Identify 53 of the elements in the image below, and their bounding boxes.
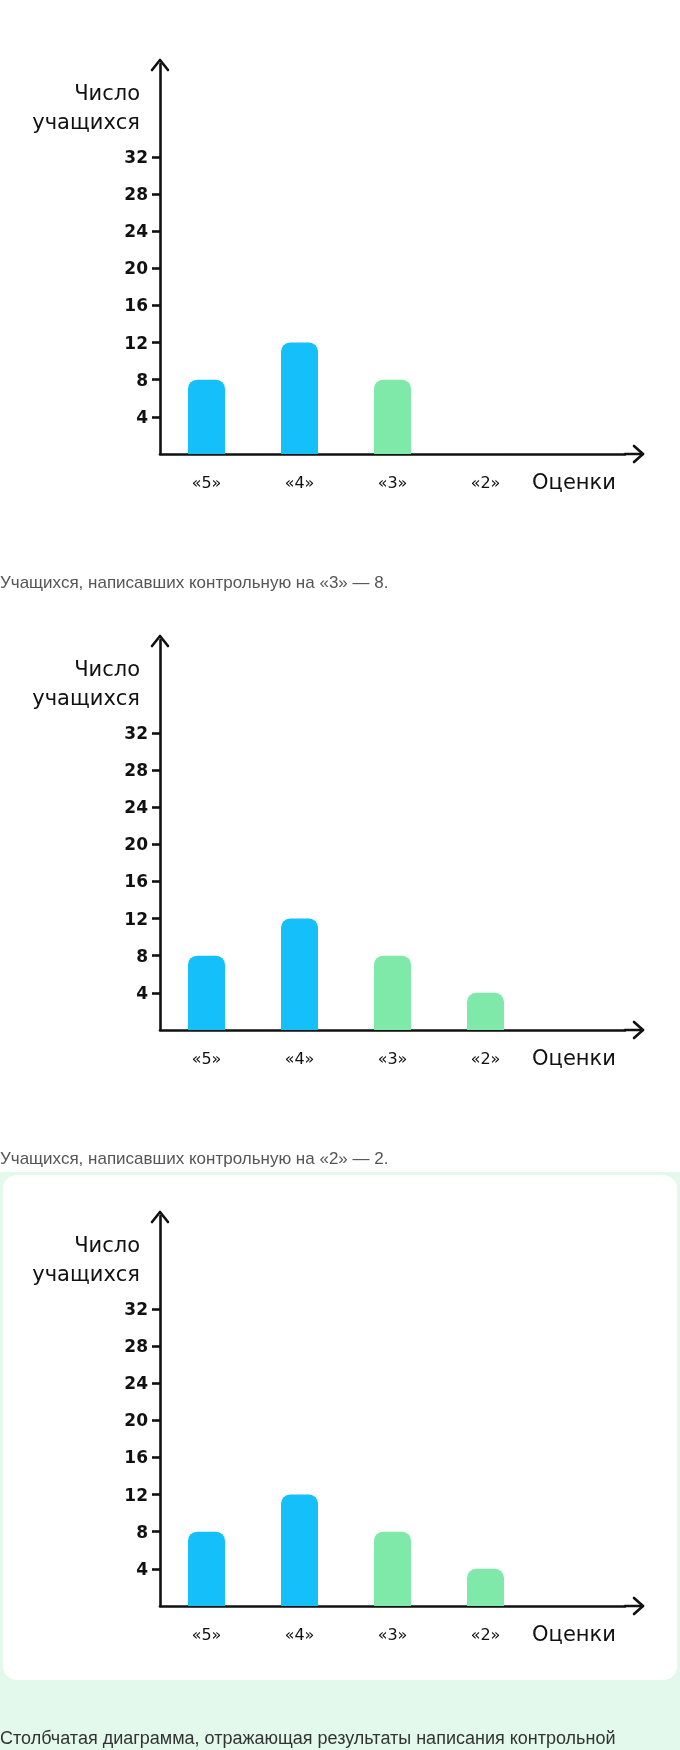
text: Учащихся, написавших контрольную на «3» — 8. <box>0 572 389 594</box>
x-tick-label: «5» <box>191 1048 222 1068</box>
y-tick-label: 8 <box>136 369 148 390</box>
y-tick-label: 20 <box>124 1410 149 1431</box>
y-tick-label: 16 <box>124 1447 148 1468</box>
bar <box>281 1494 318 1606</box>
y-tick-label: 12 <box>124 332 148 353</box>
bar <box>281 918 318 1030</box>
y-tick-label: 32 <box>124 1298 148 1319</box>
y-tick-label: 20 <box>124 834 149 855</box>
y-tick-label: 16 <box>124 871 148 892</box>
y-tick-label: 4 <box>136 982 149 1003</box>
bar <box>188 1531 225 1606</box>
y-tick-label: 32 <box>124 722 148 743</box>
y-tick-label: 12 <box>124 1484 148 1505</box>
y-tick-label: 8 <box>136 1521 148 1542</box>
y-tick-label: 28 <box>124 1336 148 1356</box>
y-tick-label: 4 <box>136 406 149 427</box>
y-tick-label: 28 <box>124 184 148 204</box>
x-tick-label: «2» <box>470 472 501 492</box>
bar <box>374 1531 411 1606</box>
y-axis-title: Число учащихся <box>32 1232 140 1286</box>
y-tick-label: 8 <box>136 945 148 966</box>
x-tick-label: «2» <box>470 1624 501 1644</box>
y-tick-label: 28 <box>124 760 148 780</box>
y-tick-label: 4 <box>136 1558 149 1579</box>
x-tick-label: «4» <box>284 472 315 492</box>
text: Столбчатая диаграмма, отражающая результаты написания контрольной <box>0 1727 616 1750</box>
x-tick-label: «4» <box>284 1624 315 1644</box>
y-axis-title: Число учащихся <box>32 80 140 134</box>
x-tick-label: «5» <box>191 1624 222 1644</box>
x-axis-title: Оценки <box>532 469 616 494</box>
x-tick-label: «5» <box>191 472 222 492</box>
y-tick-label: 12 <box>124 908 148 929</box>
bar <box>467 1568 504 1606</box>
y-tick-label: 24 <box>124 1373 149 1394</box>
bar <box>188 955 225 1030</box>
text: Учащихся, написавших контрольную на «2» — 2. <box>0 1148 389 1170</box>
x-tick-label: «3» <box>377 472 408 492</box>
y-tick-label: 32 <box>124 146 148 167</box>
y-axis-title: Число учащихся <box>32 656 140 710</box>
x-tick-label: «2» <box>470 1048 501 1068</box>
bar <box>467 992 504 1030</box>
x-tick-label: «3» <box>377 1048 408 1068</box>
y-tick-label: 24 <box>124 221 149 242</box>
x-tick-label: «3» <box>377 1624 408 1644</box>
x-axis-title: Оценки <box>532 1045 616 1070</box>
y-tick-label: 20 <box>124 258 149 279</box>
y-tick-label: 24 <box>124 797 149 818</box>
x-axis-title: Оценки <box>532 1621 616 1646</box>
y-tick-label: 16 <box>124 295 148 316</box>
bar <box>374 955 411 1030</box>
x-tick-label: «4» <box>284 1048 315 1068</box>
